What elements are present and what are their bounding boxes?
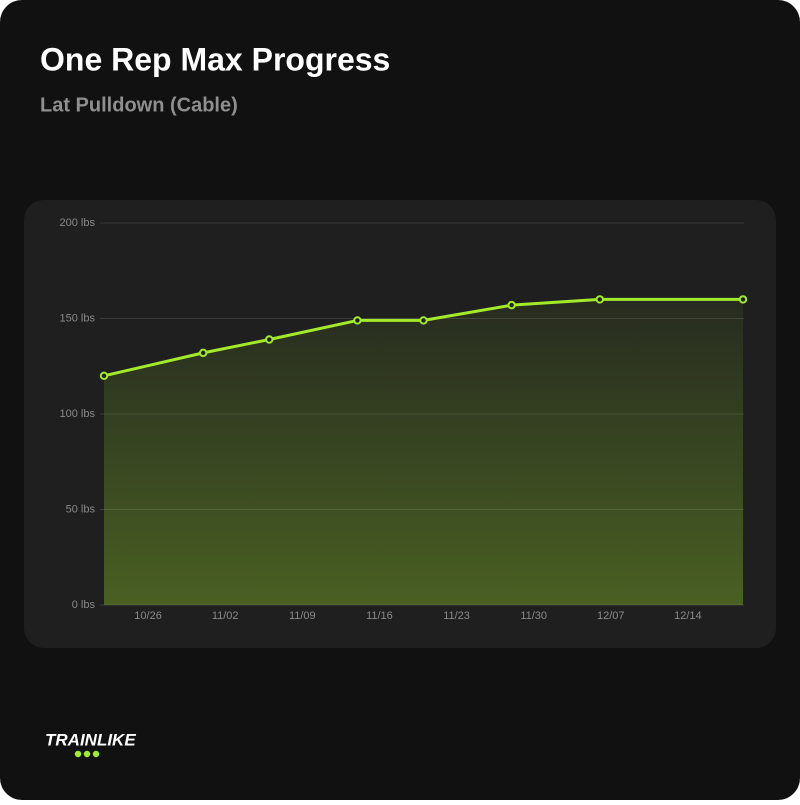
y-tick-label: 200 lbs	[60, 217, 96, 229]
x-tick-label: 11/16	[366, 610, 393, 622]
x-tick-label: 12/07	[597, 610, 625, 622]
brand-dot	[74, 750, 82, 758]
y-tick-label: 150 lbs	[60, 312, 96, 324]
area	[104, 299, 743, 605]
x-tick-label: 11/02	[212, 610, 239, 622]
line	[103, 297, 743, 378]
data-point	[419, 316, 428, 325]
title: One Rep Max Progress	[40, 41, 390, 77]
x-tick-label: 11/30	[520, 610, 547, 622]
subtitle: Lat Pulldown (Cable)	[40, 94, 238, 116]
x-tick-label: 10/26	[134, 610, 162, 622]
x-tick-label: 11/09	[289, 610, 316, 622]
data-point	[738, 295, 748, 304]
data-point	[353, 316, 362, 325]
y-tick-label: 50 lbs	[66, 503, 96, 515]
data-point	[507, 300, 516, 310]
data-point	[265, 335, 274, 344]
data-point	[595, 295, 604, 304]
y-tick-label: 0 lbs	[72, 599, 96, 611]
brand-logo: TRAINLIKE	[45, 730, 136, 749]
brand-dot	[83, 750, 91, 758]
x-tick-label: 11/23	[443, 610, 470, 622]
data-point	[198, 348, 208, 358]
brand-dot	[92, 750, 100, 758]
plot: 0 lbs 50 lbs 100 lbs 150 lbs 200 lbs 10/26 11/…	[60, 217, 748, 622]
x-tick-label: 12/14	[674, 610, 702, 622]
data-point	[99, 371, 109, 380]
y-tick-label: 100 lbs	[60, 408, 96, 420]
